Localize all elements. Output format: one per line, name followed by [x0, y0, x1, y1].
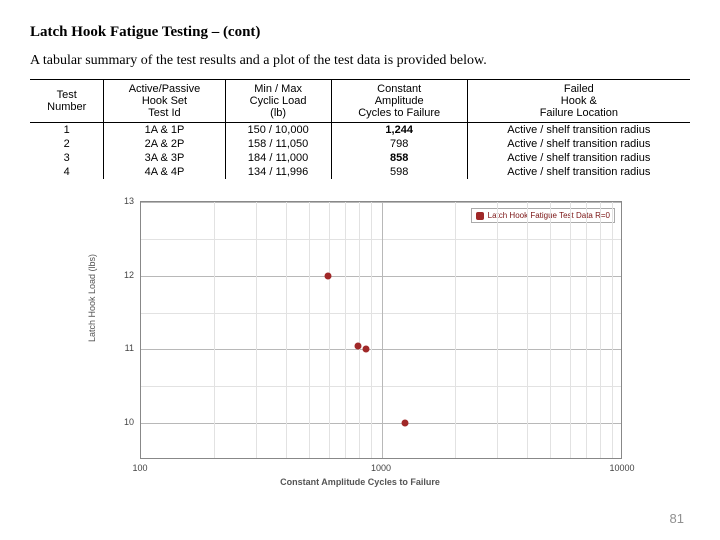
y-tick-label: 11	[90, 343, 134, 353]
x-tick-label: 1000	[371, 463, 391, 473]
y-axis-label: Latch Hook Load (lbs)	[87, 254, 97, 342]
table-cell: 3	[30, 151, 104, 165]
x-tick-label: 10000	[609, 463, 634, 473]
plot-area: Latch Hook Fatigue Test Data R=0	[140, 201, 622, 459]
table-cell: 134 / 11,996	[225, 165, 331, 179]
gridline	[570, 202, 571, 458]
table-cell: 1,244	[331, 123, 467, 138]
results-table: TestNumberActive/PassiveHook SetTest IdM…	[30, 79, 690, 179]
table-cell: 598	[331, 165, 467, 179]
table-cell: 184 / 11,000	[225, 151, 331, 165]
gridline	[371, 202, 372, 458]
table-cell: 4A & 4P	[104, 165, 225, 179]
gridline	[329, 202, 330, 458]
page-title: Latch Hook Fatigue Testing – (cont)	[30, 24, 690, 41]
data-point	[325, 272, 332, 279]
gridline	[455, 202, 456, 458]
table-cell: 2	[30, 137, 104, 151]
gridline	[214, 202, 215, 458]
table-cell: 2A & 2P	[104, 137, 225, 151]
table-cell: 3A & 3P	[104, 151, 225, 165]
gridline	[345, 202, 346, 458]
table-header: TestNumberActive/PassiveHook SetTest IdM…	[30, 80, 690, 123]
column-header: TestNumber	[30, 80, 104, 123]
data-point	[362, 346, 369, 353]
intro-text: A tabular summary of the test results an…	[30, 53, 690, 69]
gridline	[359, 202, 360, 458]
table-cell: 150 / 10,000	[225, 123, 331, 138]
table-row: 44A & 4P134 / 11,996598Active / shelf tr…	[30, 165, 690, 179]
column-header: FailedHook &Failure Location	[467, 80, 690, 123]
table-cell: 1A & 1P	[104, 123, 225, 138]
y-tick-label: 13	[90, 196, 134, 206]
gridline	[497, 202, 498, 458]
x-axis-label: Constant Amplitude Cycles to Failure	[280, 477, 440, 487]
fatigue-chart: Latch Hook Load (lbs) Latch Hook Fatigue…	[90, 197, 630, 487]
gridline	[600, 202, 601, 458]
gridline	[586, 202, 587, 458]
table-cell: Active / shelf transition radius	[467, 123, 690, 138]
y-tick-label: 10	[90, 417, 134, 427]
gridline	[286, 202, 287, 458]
table-cell: Active / shelf transition radius	[467, 151, 690, 165]
column-header: ConstantAmplitudeCycles to Failure	[331, 80, 467, 123]
data-point	[355, 342, 362, 349]
column-header: Min / MaxCyclic Load(lb)	[225, 80, 331, 123]
table-cell: 158 / 11,050	[225, 137, 331, 151]
gridline	[527, 202, 528, 458]
gridline	[309, 202, 310, 458]
table-row: 11A & 1P150 / 10,0001,244Active / shelf …	[30, 123, 690, 138]
chart-legend: Latch Hook Fatigue Test Data R=0	[471, 208, 615, 223]
legend-swatch	[476, 212, 484, 220]
table-cell: 4	[30, 165, 104, 179]
table-row: 33A & 3P184 / 11,000858Active / shelf tr…	[30, 151, 690, 165]
gridline	[382, 202, 383, 458]
gridline	[612, 202, 613, 458]
table-cell: Active / shelf transition radius	[467, 165, 690, 179]
table-body: 11A & 1P150 / 10,0001,244Active / shelf …	[30, 123, 690, 180]
column-header: Active/PassiveHook SetTest Id	[104, 80, 225, 123]
data-point	[401, 420, 408, 427]
x-tick-label: 100	[132, 463, 147, 473]
table-cell: Active / shelf transition radius	[467, 137, 690, 151]
page-number: 81	[670, 511, 684, 526]
table-cell: 858	[331, 151, 467, 165]
gridline	[256, 202, 257, 458]
table-cell: 1	[30, 123, 104, 138]
y-tick-label: 12	[90, 270, 134, 280]
table-row: 22A & 2P158 / 11,050798Active / shelf tr…	[30, 137, 690, 151]
table-cell: 798	[331, 137, 467, 151]
gridline	[550, 202, 551, 458]
legend-text: Latch Hook Fatigue Test Data R=0	[488, 211, 610, 220]
